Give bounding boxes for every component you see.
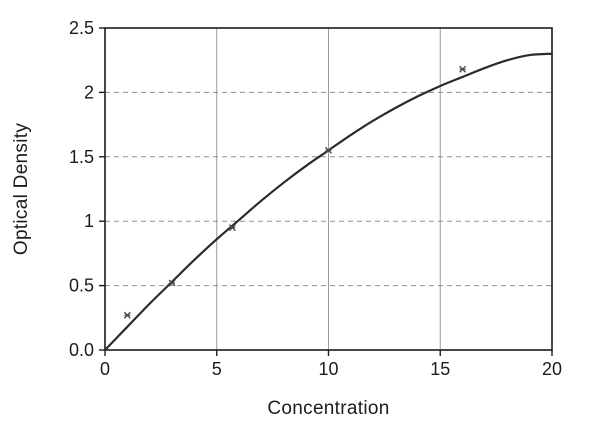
- x-tick-label: 20: [542, 359, 562, 379]
- x-tick-label: 15: [430, 359, 450, 379]
- y-tick-label: 1.5: [69, 147, 94, 167]
- x-tick-label: 5: [212, 359, 222, 379]
- x-tick-label: 10: [318, 359, 338, 379]
- x-axis-label: Concentration: [267, 398, 390, 419]
- x-tick-label: 0: [100, 359, 110, 379]
- y-tick-label: 2: [84, 82, 94, 102]
- y-tick-label: 1: [84, 211, 94, 231]
- y-tick-label: 0.5: [69, 276, 94, 296]
- y-tick-label: 2.5: [69, 18, 94, 38]
- y-tick-label: 0.0: [69, 340, 94, 360]
- y-axis-label: Optical Density: [11, 122, 32, 256]
